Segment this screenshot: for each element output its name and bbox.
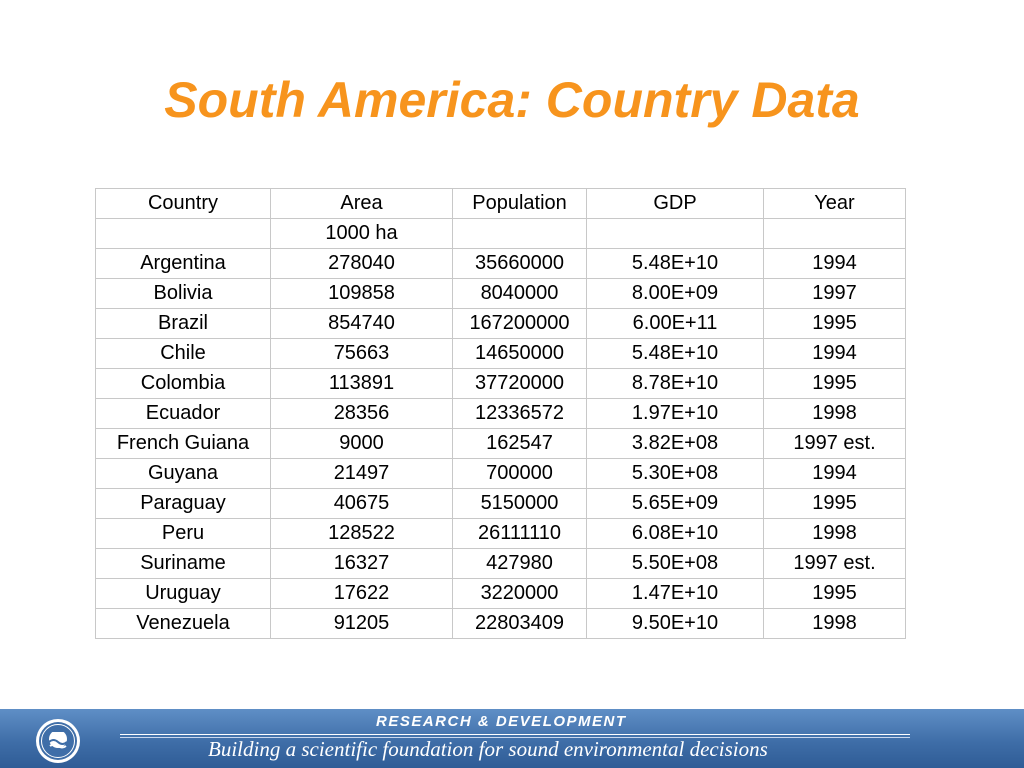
units-row: 1000 ha: [95, 218, 906, 249]
population-cell: 12336572: [452, 398, 587, 429]
table-row: Peru 128522 26111110 6.08E+10 1998: [95, 518, 906, 549]
country-cell: Suriname: [95, 548, 271, 579]
gdp-cell: 3.82E+08: [586, 428, 764, 459]
area-cell: 40675: [270, 488, 453, 519]
table-row: Suriname 16327 427980 5.50E+08 1997 est.: [95, 548, 906, 579]
country-cell: Bolivia: [95, 278, 271, 309]
gdp-cell: 5.65E+09: [586, 488, 764, 519]
gdp-cell: 1.47E+10: [586, 578, 764, 609]
country-cell: French Guiana: [95, 428, 271, 459]
country-cell: Colombia: [95, 368, 271, 399]
country-cell: Peru: [95, 518, 271, 549]
population-cell: 162547: [452, 428, 587, 459]
units-cell: [452, 218, 587, 249]
population-cell: 14650000: [452, 338, 587, 369]
gdp-cell: 5.48E+10: [586, 248, 764, 279]
epa-seal-icon: [36, 719, 80, 763]
gdp-cell: 5.50E+08: [586, 548, 764, 579]
country-data-table: Country Area Population GDP Year 1000 ha…: [95, 188, 906, 639]
table-row: Colombia 113891 37720000 8.78E+10 1995: [95, 368, 906, 399]
year-cell: 1994: [763, 458, 906, 489]
footer-divider: [120, 734, 910, 735]
gdp-cell: 8.78E+10: [586, 368, 764, 399]
gdp-cell: 6.08E+10: [586, 518, 764, 549]
column-header-population: Population: [452, 188, 587, 219]
population-cell: 35660000: [452, 248, 587, 279]
table-row: Ecuador 28356 12336572 1.97E+10 1998: [95, 398, 906, 429]
units-cell: 1000 ha: [270, 218, 453, 249]
population-cell: 37720000: [452, 368, 587, 399]
units-cell: [95, 218, 271, 249]
country-cell: Paraguay: [95, 488, 271, 519]
table-header-row: Country Area Population GDP Year: [95, 188, 906, 219]
country-cell: Brazil: [95, 308, 271, 339]
area-cell: 854740: [270, 308, 453, 339]
area-cell: 9000: [270, 428, 453, 459]
year-cell: 1998: [763, 518, 906, 549]
column-header-year: Year: [763, 188, 906, 219]
table-row: Bolivia 109858 8040000 8.00E+09 1997: [95, 278, 906, 309]
year-cell: 1995: [763, 578, 906, 609]
year-cell: 1997 est.: [763, 548, 906, 579]
area-cell: 17622: [270, 578, 453, 609]
table-row: Chile 75663 14650000 5.48E+10 1994: [95, 338, 906, 369]
population-cell: 8040000: [452, 278, 587, 309]
column-header-gdp: GDP: [586, 188, 764, 219]
year-cell: 1997 est.: [763, 428, 906, 459]
year-cell: 1994: [763, 248, 906, 279]
area-cell: 21497: [270, 458, 453, 489]
gdp-cell: 6.00E+11: [586, 308, 764, 339]
gdp-cell: 9.50E+10: [586, 608, 764, 639]
year-cell: 1998: [763, 608, 906, 639]
table-row: French Guiana 9000 162547 3.82E+08 1997 est.: [95, 428, 906, 459]
year-cell: 1994: [763, 338, 906, 369]
area-cell: 278040: [270, 248, 453, 279]
year-cell: 1995: [763, 488, 906, 519]
country-cell: Ecuador: [95, 398, 271, 429]
population-cell: 22803409: [452, 608, 587, 639]
footer-band: RESEARCH & DEVELOPMENT Building a scient…: [0, 709, 1024, 768]
table-row: Argentina 278040 35660000 5.48E+10 1994: [95, 248, 906, 279]
country-cell: Uruguay: [95, 578, 271, 609]
population-cell: 427980: [452, 548, 587, 579]
country-cell: Venezuela: [95, 608, 271, 639]
area-cell: 109858: [270, 278, 453, 309]
population-cell: 5150000: [452, 488, 587, 519]
year-cell: 1998: [763, 398, 906, 429]
area-cell: 128522: [270, 518, 453, 549]
footer-heading: RESEARCH & DEVELOPMENT: [376, 713, 627, 730]
slide-title: South America: Country Data: [164, 72, 860, 128]
table-row: Paraguay 40675 5150000 5.65E+09 1995: [95, 488, 906, 519]
area-cell: 16327: [270, 548, 453, 579]
area-cell: 75663: [270, 338, 453, 369]
table-row: Brazil 854740 167200000 6.00E+11 1995: [95, 308, 906, 339]
population-cell: 167200000: [452, 308, 587, 339]
country-cell: Guyana: [95, 458, 271, 489]
country-cell: Chile: [95, 338, 271, 369]
gdp-cell: 5.30E+08: [586, 458, 764, 489]
gdp-cell: 8.00E+09: [586, 278, 764, 309]
units-cell: [763, 218, 906, 249]
population-cell: 3220000: [452, 578, 587, 609]
year-cell: 1997: [763, 278, 906, 309]
table-row: Guyana 21497 700000 5.30E+08 1994: [95, 458, 906, 489]
gdp-cell: 5.48E+10: [586, 338, 764, 369]
column-header-area: Area: [270, 188, 453, 219]
area-cell: 28356: [270, 398, 453, 429]
country-cell: Argentina: [95, 248, 271, 279]
area-cell: 113891: [270, 368, 453, 399]
table-row: Uruguay 17622 3220000 1.47E+10 1995: [95, 578, 906, 609]
table-row: Venezuela 91205 22803409 9.50E+10 1998: [95, 608, 906, 639]
column-header-country: Country: [95, 188, 271, 219]
footer-divider-shadow: [120, 737, 910, 738]
population-cell: 700000: [452, 458, 587, 489]
area-cell: 91205: [270, 608, 453, 639]
year-cell: 1995: [763, 308, 906, 339]
footer-tagline: Building a scientific foundation for sou…: [208, 737, 768, 761]
year-cell: 1995: [763, 368, 906, 399]
units-cell: [586, 218, 764, 249]
population-cell: 26111110: [452, 518, 587, 549]
gdp-cell: 1.97E+10: [586, 398, 764, 429]
